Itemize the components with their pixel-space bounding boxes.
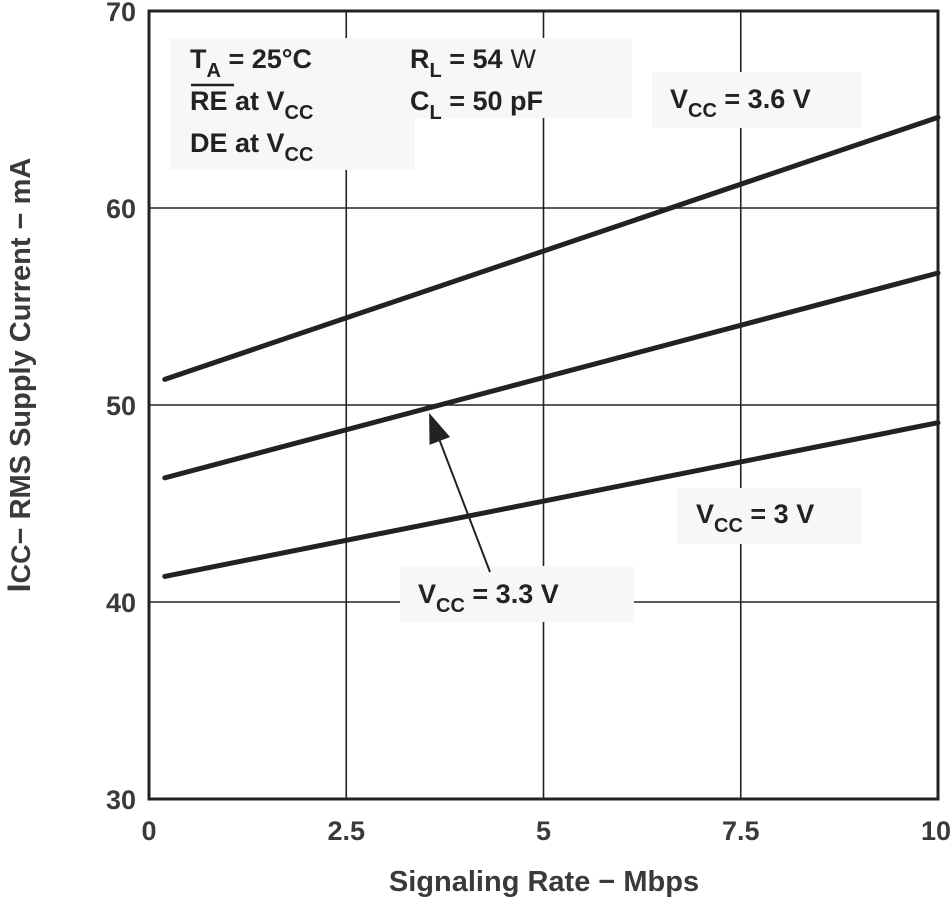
series-label-3: VCC = 3 V [696,499,814,537]
x-tick-label: 2.5 [327,816,365,846]
label-box-3 [677,488,861,544]
y-axis-title-sub: CC [6,544,36,583]
y-axis-title-rest: − RMS Supply Current − mA [5,158,37,545]
series-label-3-3: VCC = 3.3 V [418,579,559,617]
x-tick-labels: 0 2.5 5 7.5 10 [141,816,951,846]
y-tick-label: 30 [106,785,136,815]
arrow-shaft [438,440,491,573]
series-line-1 [162,270,941,481]
y-tick-label: 70 [106,0,136,27]
y-tick-labels: 30 40 50 60 70 [106,0,136,815]
conditions-box [170,38,415,170]
arrow-head [429,412,451,445]
label-box-3-6 [652,72,862,128]
condition-re: RE at VCC [190,86,313,124]
x-tick-label: 0 [141,816,156,846]
x-tick-label: 7.5 [722,816,760,846]
label-box-3-3 [400,566,634,622]
series-label-3-6: VCC = 3.6 V [670,84,811,122]
condition-rl: RL = 54 W [410,44,537,82]
y-axis-title-main: I [1,583,37,592]
y-axis-title: ICC− RMS Supply Current − mA [1,158,37,593]
conditions-box-right [400,38,632,118]
y-tick-label: 60 [106,194,136,224]
grid-lines [149,11,938,799]
plot-frame [147,9,940,801]
series-line-0 [162,114,941,382]
series-line-2 [162,420,941,579]
arrow [429,412,491,573]
x-axis-title: Signaling Rate − Mbps [389,866,699,898]
x-tick-label: 5 [536,816,551,846]
x-tick-label: 10 [921,816,951,846]
condition-cl: CL = 50 pF [410,86,543,124]
y-tick-label: 40 [106,588,136,618]
condition-de: DE at VCC [190,128,313,166]
y-tick-label: 50 [106,391,136,421]
series-lines [162,114,941,579]
condition-ta: TA = 25°C [190,44,312,82]
